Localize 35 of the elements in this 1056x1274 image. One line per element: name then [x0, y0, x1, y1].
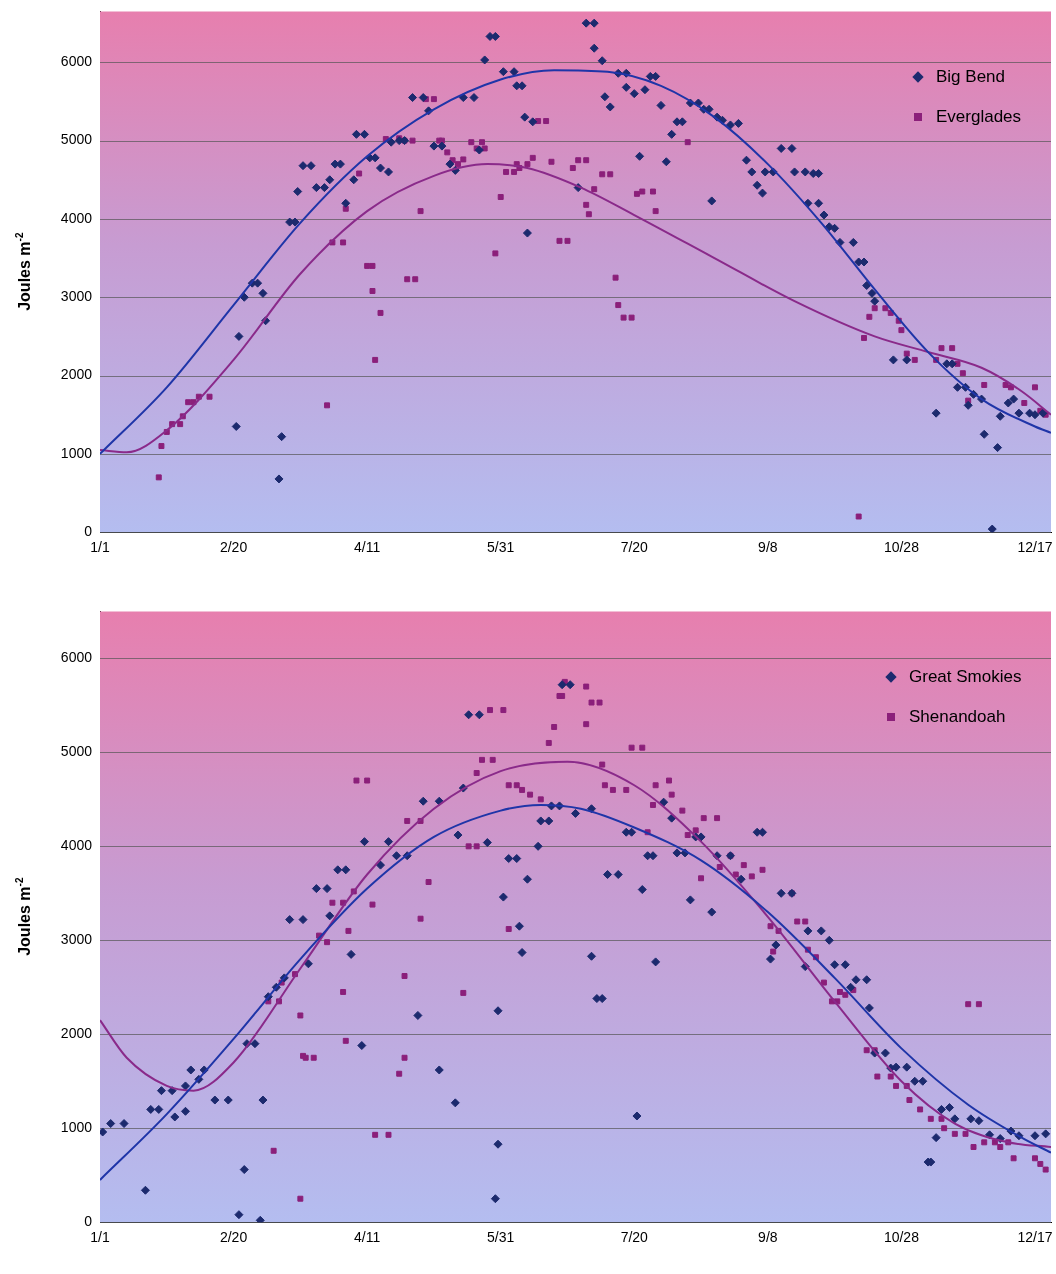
y-tick-label: 3000	[60, 288, 93, 305]
x-tick-label: 5/31	[487, 539, 515, 556]
x-tick-label: 2/20	[219, 539, 248, 556]
x-tick-label: 12/17	[1017, 1229, 1053, 1246]
legend-label: Shenandoah	[909, 707, 1006, 728]
y-tick-label: 0	[84, 523, 93, 540]
x-tick-label: 2/20	[219, 1229, 248, 1246]
y-tick-label: 0	[84, 1213, 93, 1230]
line-series	[100, 760, 1051, 1149]
y-tick-label: 5000	[60, 743, 93, 760]
y-tick-label: 3000	[60, 931, 93, 948]
x-tick-label: 7/20	[620, 1229, 649, 1246]
x-tick-label: 1/1	[90, 539, 110, 556]
x-tick-label: 4/11	[354, 1229, 381, 1246]
x-tick-label: 1/1	[90, 1229, 110, 1246]
x-tick-label: 7/20	[620, 539, 649, 556]
x-tick-label: 4/11	[354, 539, 381, 556]
x-tick-label: 9/8	[758, 1229, 778, 1246]
y-tick-label: 4000	[60, 837, 93, 854]
y-tick-label: 4000	[60, 209, 93, 226]
y-tick-label: 6000	[60, 649, 93, 666]
legend-label: Great Smokies	[909, 667, 1022, 688]
y-tick-label: 2000	[60, 366, 93, 383]
legend-label: Big Bend	[936, 67, 1005, 88]
x-tick-label: 12/17	[1017, 539, 1053, 556]
x-tick-label: 10/28	[883, 1229, 920, 1246]
y-tick-label: 1000	[60, 1119, 93, 1136]
x-tick-label: 9/8	[758, 539, 778, 556]
y-tick-label: 5000	[60, 131, 93, 148]
x-tick-label: 10/28	[883, 539, 920, 556]
legend-label: Everglades	[936, 107, 1022, 128]
x-tick-label: 5/31	[487, 1229, 515, 1246]
y-tick-label: 1000	[60, 444, 93, 461]
y-tick-label: 6000	[60, 53, 93, 70]
y-tick-label: 2000	[60, 1025, 93, 1042]
